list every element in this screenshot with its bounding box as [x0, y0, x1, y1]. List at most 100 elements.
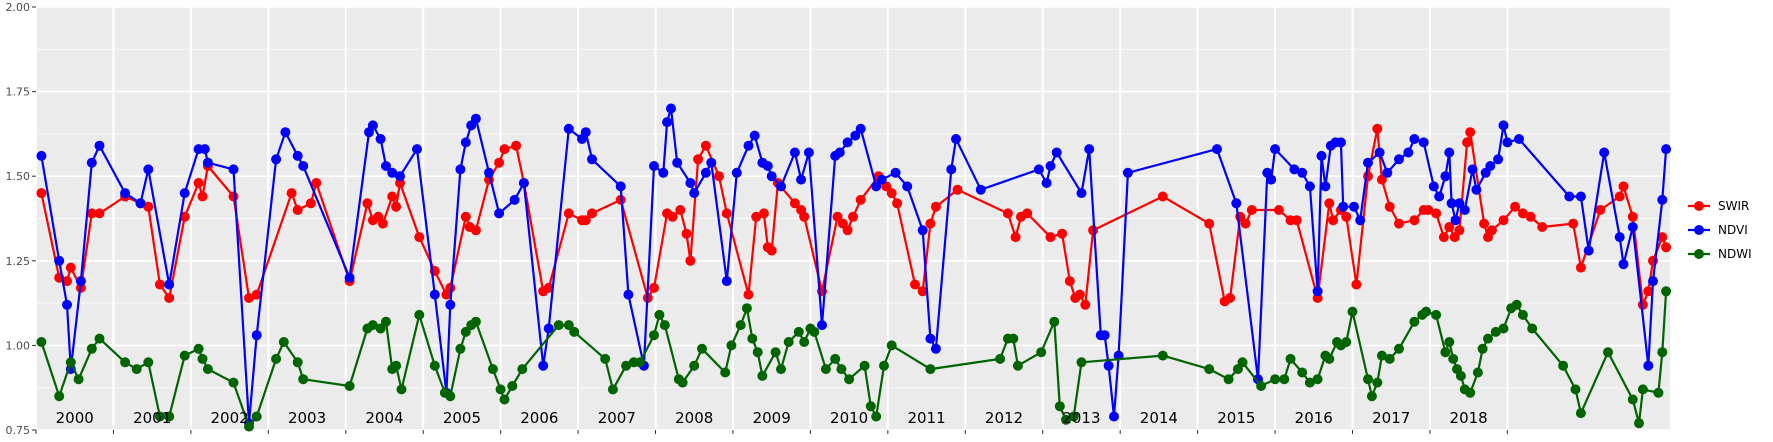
ndwi-point: [654, 309, 665, 320]
year-label: 2002: [211, 409, 249, 427]
ndwi-point: [747, 333, 758, 344]
ndwi-point: [143, 357, 154, 368]
ndvi-point: [1409, 134, 1420, 144]
ndwi-point: [844, 374, 855, 385]
ndvi-point: [850, 130, 861, 141]
swir-point: [1341, 211, 1352, 222]
ndwi-point: [836, 364, 847, 375]
swir-point: [1240, 218, 1251, 229]
ndvi-point: [75, 276, 86, 287]
ndwi-point: [741, 303, 752, 314]
ndwi-point: [677, 377, 688, 388]
swir-point: [1291, 215, 1302, 226]
ndwi-point: [1483, 333, 1493, 344]
ndvi-point: [1459, 205, 1470, 215]
ndwi-point: [396, 384, 407, 395]
swir-point: [1002, 208, 1013, 219]
ndvi-point: [1428, 181, 1439, 192]
ndvi-point: [1266, 174, 1277, 185]
swir-point: [758, 208, 769, 219]
swir-point: [65, 262, 76, 273]
ndvi-point: [292, 150, 303, 161]
swir-point: [154, 279, 165, 290]
ndwi-point: [499, 394, 510, 405]
ndwi-point: [995, 353, 1006, 364]
swir-point: [587, 208, 597, 219]
year-label: 2005: [443, 409, 481, 427]
swir-point: [414, 232, 425, 243]
ndwi-point: [1054, 401, 1065, 412]
ndvi-point: [484, 167, 494, 178]
swir-point: [1384, 201, 1395, 212]
ndwi-point: [726, 340, 737, 351]
ndvi-point: [1355, 215, 1366, 226]
swir-point: [1057, 228, 1068, 239]
ndwi-point: [607, 384, 618, 395]
ndvi-point: [455, 164, 466, 175]
ndvi-point: [1583, 245, 1594, 256]
ndvi-point: [749, 130, 760, 141]
swir-point: [1064, 276, 1075, 287]
ndwi-point: [600, 353, 611, 364]
series-swir: [36, 123, 1672, 310]
swir-point: [499, 144, 510, 155]
x-axis: [35, 430, 1508, 434]
ndvi-point: [563, 123, 574, 134]
ndvi-point: [164, 279, 175, 290]
ndwi-point: [1279, 374, 1290, 385]
ndvi-point: [36, 150, 47, 161]
legend-label: NDVI: [1718, 223, 1748, 237]
ndvi-point: [1297, 167, 1308, 178]
swir-point: [244, 293, 254, 303]
y-tick-label: 1.75: [6, 86, 31, 99]
ndvi-point: [412, 144, 422, 155]
ndwi-point: [563, 320, 574, 331]
ndwi-point: [470, 316, 481, 327]
swir-point: [842, 225, 853, 236]
ndvi-point: [951, 134, 961, 144]
ndwi-point: [1297, 367, 1308, 378]
ndvi-point: [1270, 144, 1281, 155]
swir-point: [1479, 218, 1490, 229]
ndvi-point: [1363, 157, 1373, 168]
ndvi-point: [743, 140, 754, 151]
swir-point: [1328, 215, 1339, 226]
ndvi-point: [1076, 188, 1087, 199]
ndwi-point: [553, 320, 564, 331]
swir-point: [251, 289, 262, 300]
ndvi-point: [902, 181, 913, 192]
ndwi-point: [1575, 408, 1586, 419]
ndvi-point: [789, 147, 800, 158]
swir-point: [1438, 232, 1449, 243]
ndvi-point: [387, 167, 398, 178]
ndwi-point: [925, 364, 936, 375]
swir-point: [685, 255, 696, 266]
ndwi-point: [1421, 306, 1432, 317]
ndvi-point: [1099, 330, 1110, 341]
ndwi-point: [1223, 374, 1234, 385]
ndvi-point: [917, 225, 928, 236]
legend-item-swir: SWIR: [1688, 199, 1749, 213]
swir-point: [1080, 299, 1091, 310]
ndwi-point: [202, 364, 213, 375]
ndwi-point: [1076, 357, 1087, 368]
ndvi-point: [94, 140, 105, 151]
ndwi-point: [799, 337, 810, 347]
swir-point: [580, 215, 591, 226]
ndwi-point: [228, 377, 239, 388]
swir-point: [910, 279, 920, 290]
ndwi-point: [1653, 387, 1664, 398]
legend-item-ndvi: NDVI: [1688, 223, 1748, 237]
ndvi-point: [1382, 167, 1393, 178]
ndvi-point: [700, 167, 711, 178]
ndwi-point: [495, 384, 506, 395]
swir-point: [1074, 289, 1085, 300]
ndvi-point: [1316, 150, 1327, 161]
ndvi-point: [298, 161, 309, 171]
ndwi-point: [770, 347, 781, 358]
ndvi-point: [1661, 144, 1672, 155]
ndwi-point: [1448, 353, 1459, 364]
ndvi-point: [685, 178, 696, 188]
legend-marker: [1694, 225, 1704, 235]
ndvi-point: [460, 137, 471, 148]
